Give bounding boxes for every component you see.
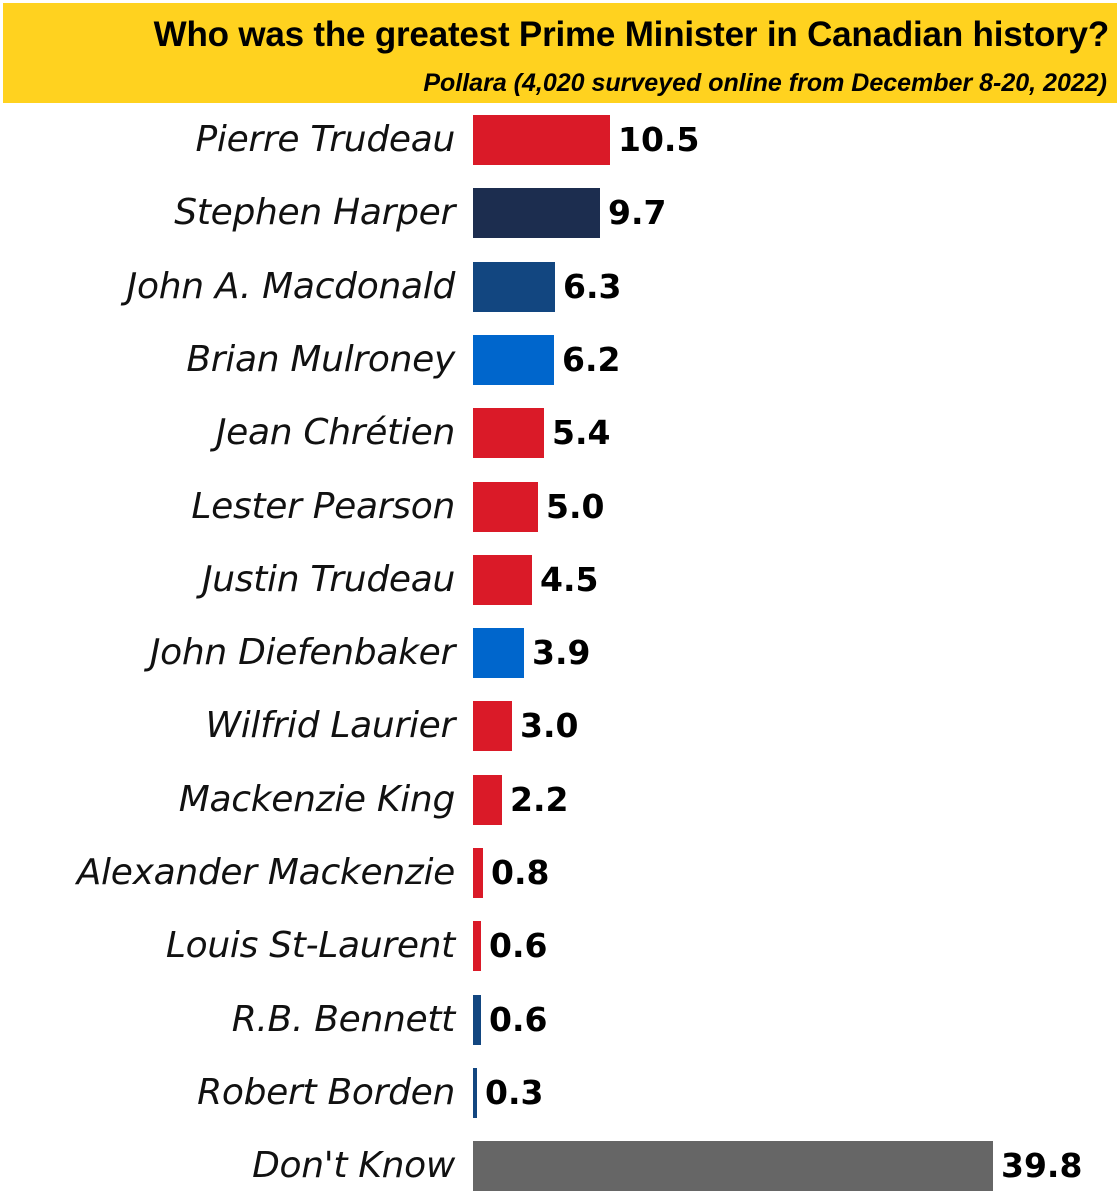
bar: [473, 482, 538, 532]
value-label: 5.4: [552, 413, 611, 452]
value-label: 39.8: [1001, 1146, 1083, 1185]
bar-row: Brian Mulroney 6.2: [0, 335, 1120, 385]
bar: [473, 848, 483, 898]
value-label: 0.3: [485, 1073, 544, 1112]
category-label: Alexander Mackenzie: [76, 852, 456, 893]
value-label: 6.3: [563, 267, 622, 306]
category-label: Jean Chrétien: [215, 412, 455, 453]
category-label: Justin Trudeau: [201, 559, 455, 600]
bar-row: John Diefenbaker 3.9: [0, 628, 1120, 678]
bar-row: Justin Trudeau 4.5: [0, 555, 1120, 605]
bar: [473, 701, 512, 751]
value-label: 0.6: [489, 1000, 548, 1039]
bar: [473, 555, 532, 605]
category-label: Stephen Harper: [174, 192, 455, 233]
category-label: Mackenzie King: [178, 779, 456, 820]
bar: [473, 921, 481, 971]
bar: [473, 188, 600, 238]
bar-row: Mackenzie King 2.2: [0, 775, 1120, 825]
value-label: 6.2: [562, 340, 621, 379]
category-label: John Diefenbaker: [149, 632, 455, 673]
bar-row: Robert Borden 0.3: [0, 1068, 1120, 1118]
bar-row: Lester Pearson 5.0: [0, 482, 1120, 532]
category-label: Louis St-Laurent: [165, 925, 455, 966]
bar-row: Stephen Harper 9.7: [0, 188, 1120, 238]
category-label: Pierre Trudeau: [195, 119, 455, 160]
category-label: R.B. Bennett: [231, 999, 456, 1040]
bar: [473, 1068, 477, 1118]
bar-row: Alexander Mackenzie 0.8: [0, 848, 1120, 898]
bar: [473, 335, 554, 385]
chart-subtitle: Pollara (4,020 surveyed online from Dece…: [423, 69, 1107, 97]
category-label: Robert Borden: [197, 1072, 455, 1113]
bar-row: Pierre Trudeau 10.5: [0, 115, 1120, 165]
chart-title: Who was the greatest Prime Minister in C…: [153, 15, 1110, 54]
bar-row: John A. Macdonald 6.3: [0, 262, 1120, 312]
category-label: Brian Mulroney: [186, 339, 455, 380]
bar-row: Louis St-Laurent 0.6: [0, 921, 1120, 971]
category-label: Lester Pearson: [191, 486, 455, 527]
bar: [473, 262, 555, 312]
bar: [473, 995, 481, 1045]
category-label: John A. Macdonald: [126, 266, 456, 307]
bar: [473, 628, 524, 678]
bar-row: Jean Chrétien 5.4: [0, 408, 1120, 458]
value-label: 0.8: [491, 853, 550, 892]
category-label: Don't Know: [252, 1145, 455, 1186]
bar-row: R.B. Bennett 0.6: [0, 995, 1120, 1045]
value-label: 3.9: [532, 633, 591, 672]
bar: [473, 775, 502, 825]
bar: [473, 408, 544, 458]
value-label: 5.0: [546, 487, 605, 526]
value-label: 3.0: [520, 706, 579, 745]
value-label: 4.5: [540, 560, 599, 599]
value-label: 2.2: [510, 780, 569, 819]
bar: [473, 115, 610, 165]
value-label: 10.5: [618, 120, 700, 159]
category-label: Wilfrid Laurier: [205, 705, 455, 746]
value-label: 9.7: [608, 193, 667, 232]
bar: [473, 1141, 993, 1191]
title-banner: Who was the greatest Prime Minister in C…: [3, 3, 1117, 103]
value-label: 0.6: [489, 926, 548, 965]
bar-row: Don't Know 39.8: [0, 1141, 1120, 1191]
bar-row: Wilfrid Laurier 3.0: [0, 701, 1120, 751]
